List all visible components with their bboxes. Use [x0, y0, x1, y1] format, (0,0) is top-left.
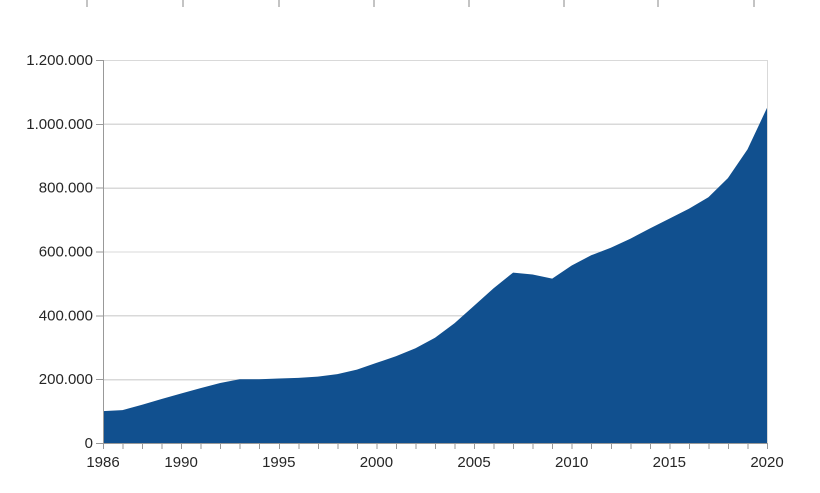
y-tick-label: 800.000 [39, 180, 93, 197]
y-tick-label: 1.200.000 [26, 52, 93, 69]
y-tick-label: 400.000 [39, 307, 93, 324]
y-tick-label: 200.000 [39, 371, 93, 388]
x-tick-label: 2010 [555, 454, 588, 471]
x-tick-label: 1990 [164, 454, 197, 471]
x-tick-label: 2000 [360, 454, 393, 471]
top-ruler-tick [563, 0, 565, 7]
top-ruler-tick [657, 0, 659, 7]
area-series [103, 107, 767, 444]
y-tick-label: 0 [85, 435, 93, 452]
top-ruler-tick [753, 0, 755, 7]
top-ruler-tick [468, 0, 470, 7]
x-tick-label: 1995 [262, 454, 295, 471]
y-tick-label: 600.000 [39, 244, 93, 261]
top-ruler-tick [86, 0, 88, 7]
top-ruler-tick [373, 0, 375, 7]
x-tick-label: 2020 [750, 454, 783, 471]
y-tick-label: 1.000.000 [26, 116, 93, 133]
top-ruler-tick [182, 0, 184, 7]
x-tick-label: 2005 [457, 454, 490, 471]
x-tick-label: 1986 [86, 454, 119, 471]
x-tick-label: 2015 [653, 454, 686, 471]
top-ruler-tick [278, 0, 280, 7]
